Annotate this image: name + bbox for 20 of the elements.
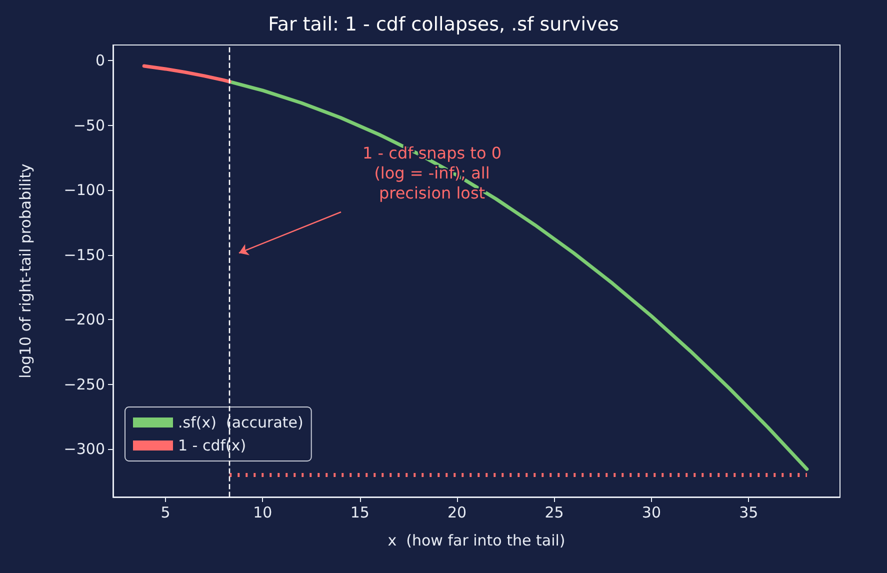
x-tick-label: 15: [350, 504, 370, 522]
x-tick-label: 35: [739, 504, 758, 522]
x-tick-label: 30: [642, 504, 661, 522]
x-tick-label: 25: [544, 504, 564, 522]
y-tick-label: −100: [64, 181, 105, 200]
y-tick-label: −250: [64, 375, 105, 394]
x-tick-label: 10: [253, 504, 272, 522]
y-axis-title: log10 of right-tail probability: [16, 163, 34, 378]
legend-label: 1 - cdf(x): [178, 436, 246, 454]
y-tick-label: 0: [95, 52, 105, 70]
chart-title: Far tail: 1 - cdf collapses, .sf survives: [268, 14, 619, 36]
line-series: [142, 64, 232, 84]
x-tick-label: 20: [448, 504, 467, 522]
y-tick-label: −200: [64, 310, 105, 329]
y-tick-label: −300: [64, 440, 105, 458]
y-tick-label: −50: [73, 116, 105, 134]
legend-label: .sf(x) (accurate): [178, 414, 304, 432]
x-axis-title: x (how far into the tail): [388, 532, 566, 550]
x-tick-label: 5: [160, 504, 170, 522]
y-tick-label: −150: [64, 246, 105, 264]
